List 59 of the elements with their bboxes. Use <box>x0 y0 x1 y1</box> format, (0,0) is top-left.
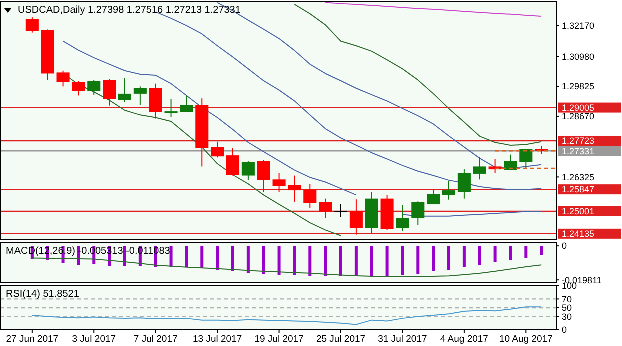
y-tick-label: 1.30980 <box>562 52 595 62</box>
ref-line-label: 1.27331 <box>562 146 595 156</box>
candlestick <box>458 169 471 200</box>
ref-line-label: 1.25001 <box>562 206 595 217</box>
candlestick <box>211 141 224 158</box>
candlestick <box>350 199 363 236</box>
candlestick <box>412 201 425 226</box>
y-tick-label: 1.26325 <box>562 172 595 182</box>
x-tick-label: 19 Jul 2017 <box>254 334 304 345</box>
candlestick <box>504 154 518 171</box>
candlestick <box>257 160 270 193</box>
candlestick <box>88 80 101 96</box>
x-tick-label: 4 Aug 2017 <box>440 334 488 345</box>
candlestick <box>149 83 162 120</box>
y-tick-label: 70 <box>562 294 572 304</box>
candlestick <box>488 158 502 174</box>
ref-line-label: 1.27723 <box>562 136 595 146</box>
y-tick-label: 0 <box>562 241 568 252</box>
candlestick <box>427 189 440 206</box>
candlestick <box>288 175 302 203</box>
candlestick <box>520 148 533 170</box>
candlestick <box>319 198 332 219</box>
candlestick <box>473 156 486 180</box>
ref-line-label: 1.25847 <box>562 184 595 195</box>
line-series <box>325 2 542 18</box>
y-tick-label: 0 <box>562 325 568 336</box>
candlestick <box>272 172 286 193</box>
candlestick <box>26 16 39 34</box>
y-tick-label: 1.32170 <box>562 20 595 31</box>
x-tick-label: 7 Jul 2017 <box>134 334 178 345</box>
candlestick <box>134 86 147 106</box>
y-tick-label: 50 <box>562 303 572 314</box>
x-tick-label: 3 Jul 2017 <box>72 334 116 345</box>
candlestick <box>226 148 240 176</box>
candlestick <box>72 80 86 96</box>
x-tick-label: 25 Jul 2017 <box>316 334 366 345</box>
ref-line-label: 1.24135 <box>562 229 595 240</box>
line-series <box>32 258 542 277</box>
candlestick <box>180 95 194 113</box>
candlestick <box>442 180 456 200</box>
chart-title: RSI(14) 51.8521 <box>6 289 80 300</box>
ref-line-label: 1.29005 <box>562 102 595 113</box>
y-tick-label: 30 <box>562 312 572 322</box>
candlestick <box>304 184 317 209</box>
candlestick <box>103 78 116 106</box>
x-tick-label: 27 Jun 2017 <box>6 334 59 345</box>
y-tick-label: 1.29825 <box>562 82 595 92</box>
candlestick <box>164 98 178 118</box>
candlestick <box>56 70 70 88</box>
line-series <box>294 4 542 146</box>
candlestick <box>118 78 132 103</box>
candlestick <box>334 204 348 218</box>
candlestick <box>242 160 255 181</box>
y-tick-label: 1.28670 <box>562 112 595 122</box>
x-tick-label: 13 Jul 2017 <box>193 334 242 345</box>
x-tick-label: 10 Aug 2017 <box>499 334 553 345</box>
line-series <box>32 306 542 326</box>
x-tick-label: 31 Jul 2017 <box>378 334 428 345</box>
candlestick <box>396 204 410 232</box>
